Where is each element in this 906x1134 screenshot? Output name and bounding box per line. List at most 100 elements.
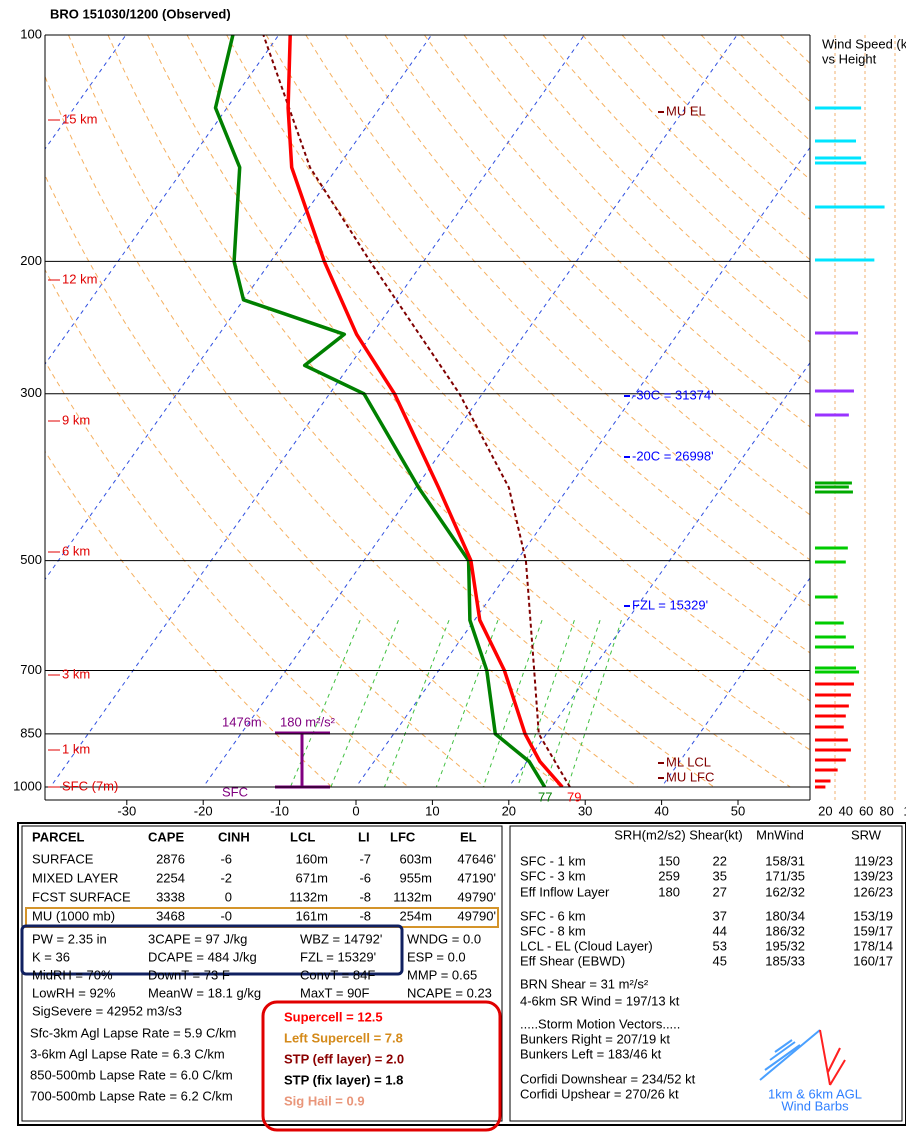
composite-index: Supercell = 12.5 bbox=[284, 1009, 383, 1024]
dry-adiabat bbox=[45, 75, 639, 787]
height-label: 6 km bbox=[62, 543, 90, 558]
mixing-ratio-line bbox=[383, 619, 450, 787]
wind-bar bbox=[815, 331, 859, 335]
isotherm bbox=[45, 35, 432, 581]
kin-cell: 27 bbox=[713, 884, 727, 899]
table-cell: 49790' bbox=[457, 908, 496, 923]
kin-line: .....Storm Motion Vectors..... bbox=[520, 1016, 680, 1031]
kin-line: 4-6km SR Wind = 197/13 kt bbox=[520, 993, 680, 1008]
mixing-ratio-line bbox=[435, 619, 499, 787]
index: MaxT = 90F bbox=[300, 985, 370, 1000]
kin-cell: 139/23 bbox=[853, 868, 893, 883]
wind-bar bbox=[815, 768, 838, 772]
table-header: LCL bbox=[290, 829, 315, 844]
kin-line: Bunkers Left = 183/46 kt bbox=[520, 1046, 662, 1061]
kin-header: SRW bbox=[851, 827, 882, 842]
table-cell: MU (1000 mb) bbox=[32, 908, 115, 923]
kin-cell: 171/35 bbox=[765, 868, 805, 883]
table-cell: -6 bbox=[359, 870, 371, 885]
kin-cell: 153/19 bbox=[853, 908, 893, 923]
wind-bar bbox=[815, 738, 848, 742]
right-panel bbox=[509, 825, 903, 1122]
kin-line: BRN Shear = 31 m²/s² bbox=[520, 976, 649, 991]
wind-bar bbox=[815, 785, 826, 789]
table-cell: 3468 bbox=[156, 908, 185, 923]
wind-tick-label: 80 bbox=[879, 803, 893, 818]
wind-bar bbox=[815, 682, 854, 686]
pressure-label: 700 bbox=[20, 662, 42, 677]
wind-bar bbox=[815, 670, 860, 674]
index: WBZ = 14792' bbox=[300, 931, 382, 946]
kin-cell: 159/17 bbox=[853, 923, 893, 938]
height-label: SFC (7m) bbox=[62, 778, 118, 793]
wind-tick-label: 20 bbox=[818, 803, 832, 818]
pressure-label: 300 bbox=[20, 385, 42, 400]
lapse-rate: 700-500mb Lapse Rate = 6.2 C/km bbox=[30, 1088, 233, 1103]
wind-bar bbox=[815, 645, 854, 649]
isotherm bbox=[49, 35, 585, 787]
dry-adiabat bbox=[45, 174, 562, 787]
kin-cell: 45 bbox=[713, 953, 727, 968]
kin-cell: 53 bbox=[713, 938, 727, 953]
wind-bar bbox=[815, 156, 862, 160]
barb-legend: Wind Barbs bbox=[781, 1098, 849, 1113]
kin-line: Bunkers Right = 207/19 kt bbox=[520, 1031, 670, 1046]
wind-bar bbox=[815, 161, 867, 165]
wind-bar bbox=[815, 666, 856, 670]
kin-cell: 180/34 bbox=[765, 908, 805, 923]
temp-label: 0 bbox=[352, 803, 359, 818]
kin-cell: 160/17 bbox=[853, 953, 893, 968]
table-cell: -8 bbox=[359, 908, 371, 923]
table-cell: 1132m bbox=[289, 889, 328, 904]
table-cell: 2876 bbox=[156, 851, 185, 866]
wind-bar bbox=[815, 704, 849, 708]
kin-cell: SFC - 6 km bbox=[520, 908, 586, 923]
kin-header: SRH(m2/s2) bbox=[614, 827, 686, 842]
kin-cell: 37 bbox=[713, 908, 727, 923]
composite-index: Sig Hail = 0.9 bbox=[284, 1093, 365, 1108]
wind-bar bbox=[815, 546, 848, 550]
wind-bar bbox=[815, 621, 844, 625]
wind-bar bbox=[815, 725, 844, 729]
kin-cell: 44 bbox=[713, 923, 727, 938]
title: BRO 151030/1200 (Observed) bbox=[50, 6, 231, 21]
annotation: SFC bbox=[222, 784, 248, 799]
kin-cell: 178/14 bbox=[853, 938, 893, 953]
index-box bbox=[20, 924, 404, 976]
height-label: 3 km bbox=[62, 666, 90, 681]
kin-cell: 186/32 bbox=[765, 923, 805, 938]
lapse-rate: 850-500mb Lapse Rate = 6.0 C/km bbox=[30, 1067, 233, 1082]
wind-bar bbox=[815, 258, 875, 262]
kin-cell: Eff Shear (EBWD) bbox=[520, 953, 625, 968]
dry-adiabat bbox=[305, 35, 810, 561]
pressure-label: 1000 bbox=[13, 778, 42, 793]
kin-cell: Eff Inflow Layer bbox=[520, 884, 610, 899]
index: ConvT = 84F bbox=[300, 967, 375, 982]
dry-adiabat bbox=[226, 35, 810, 654]
barb-legend: 1km & 6km AGL bbox=[768, 1086, 862, 1101]
index: LowRH = 92% bbox=[32, 985, 116, 1000]
parcel-trace bbox=[262, 35, 571, 787]
composite-index: STP (fix layer) = 1.8 bbox=[284, 1072, 403, 1087]
kin-cell: 185/33 bbox=[765, 953, 805, 968]
table-cell: -6 bbox=[220, 851, 232, 866]
table-cell: 47646' bbox=[457, 851, 496, 866]
kin-cell: SFC - 1 km bbox=[520, 853, 586, 868]
index: NCAPE = 0.23 bbox=[407, 985, 492, 1000]
height-label: 12 km bbox=[62, 271, 97, 286]
lapse-rate: 3-6km Agl Lapse Rate = 6.3 C/km bbox=[30, 1046, 225, 1061]
dry-adiabat bbox=[384, 35, 810, 472]
annotation: -20C = 26998' bbox=[632, 448, 714, 463]
wind-bar bbox=[815, 481, 852, 485]
temp-label: 50 bbox=[731, 803, 745, 818]
index: DCAPE = 484 J/kg bbox=[148, 949, 257, 964]
temp-label: -20 bbox=[194, 803, 213, 818]
wind-bar bbox=[815, 595, 838, 599]
wind-subtitle: vs Height bbox=[822, 51, 877, 66]
kin-header: Shear(kt) bbox=[689, 827, 742, 842]
temp-label: -10 bbox=[270, 803, 289, 818]
kin-cell: 195/32 bbox=[765, 938, 805, 953]
lapse-rate: Sfc-3km Agl Lapse Rate = 5.9 C/km bbox=[30, 1025, 236, 1040]
wind-bar bbox=[815, 485, 849, 489]
